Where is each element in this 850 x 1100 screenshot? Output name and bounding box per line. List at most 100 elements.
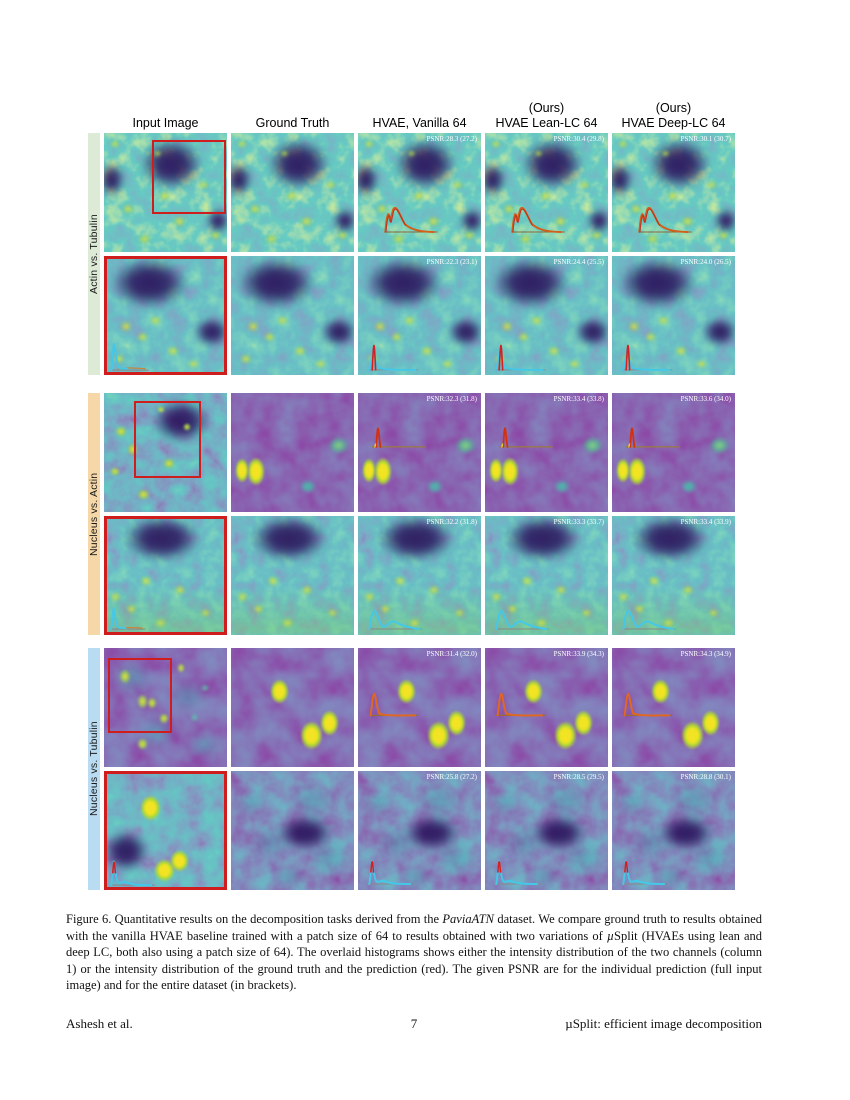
page-footer: Ashesh et al. 7 µSplit: efficient image … bbox=[66, 1016, 762, 1034]
psnr-label: PSNR:33.4 (33.9) bbox=[680, 518, 731, 526]
microscopy-image bbox=[612, 648, 735, 767]
column-header-deep-lc: (Ours) HVAE Deep-LC 64 bbox=[610, 94, 737, 130]
psnr-label: PSNR:32.3 (31.8) bbox=[426, 395, 477, 403]
psnr-label: PSNR:33.4 (33.8) bbox=[553, 395, 604, 403]
panel-deep-lc: PSNR:33.6 (34.0) bbox=[612, 393, 735, 512]
panel-ground-truth bbox=[231, 648, 354, 767]
panel-deep-lc: PSNR:30.1 (30.7) bbox=[612, 133, 735, 252]
panel-ground-truth bbox=[231, 256, 354, 375]
microscopy-image bbox=[358, 393, 481, 512]
histogram-overlay bbox=[367, 852, 422, 885]
psnr-label: PSNR:33.9 (34.3) bbox=[553, 650, 604, 658]
footer-running-title: µSplit: efficient image decomposition bbox=[565, 1016, 762, 1031]
histogram-overlay bbox=[494, 688, 554, 717]
microscopy-image bbox=[231, 393, 354, 512]
panel-vanilla: PSNR:22.3 (23.1) bbox=[358, 256, 481, 375]
panel-lean-lc: PSNR:33.3 (33.7) bbox=[485, 516, 608, 635]
panel-ground-truth bbox=[231, 771, 354, 890]
panel-vanilla: PSNR:31.4 (32.0) bbox=[358, 648, 481, 767]
row-group-band: Actin vs. Tubulin bbox=[88, 133, 100, 375]
column-header-input: Input Image bbox=[102, 94, 229, 130]
microscopy-image bbox=[231, 771, 354, 890]
psnr-label: PSNR:24.0 (26.5) bbox=[680, 258, 731, 266]
psnr-label: PSNR:34.3 (34.9) bbox=[680, 650, 731, 658]
histogram-overlay bbox=[621, 339, 679, 371]
column-header-label: Ground Truth bbox=[255, 115, 330, 130]
psnr-label: PSNR:32.2 (31.8) bbox=[426, 518, 477, 526]
histogram-overlay bbox=[367, 597, 427, 630]
histogram-overlay bbox=[624, 425, 686, 449]
histogram-overlay bbox=[621, 852, 676, 885]
zoomed-crop-border bbox=[104, 256, 227, 375]
row-group-label: Actin vs. Tubulin bbox=[88, 214, 100, 294]
row-group-label: Nucleus vs. Actin bbox=[88, 472, 100, 556]
panel-lean-lc: PSNR:33.9 (34.3) bbox=[485, 648, 608, 767]
column-header-top: (Ours) bbox=[655, 101, 692, 115]
microscopy-image bbox=[485, 393, 608, 512]
panel-lean-lc: PSNR:33.4 (33.8) bbox=[485, 393, 608, 512]
microscopy-image bbox=[485, 133, 608, 252]
zoomed-crop-border bbox=[104, 516, 227, 635]
histogram-overlay bbox=[109, 604, 161, 630]
column-header-ground-truth: Ground Truth bbox=[229, 94, 356, 130]
microscopy-image bbox=[485, 648, 608, 767]
panel-vanilla: PSNR:32.3 (31.8) bbox=[358, 393, 481, 512]
caption-italic-text: PaviaATN bbox=[442, 912, 495, 926]
panel-deep-lc: PSNR:33.4 (33.9) bbox=[612, 516, 735, 635]
panel-deep-lc: PSNR:34.3 (34.9) bbox=[612, 648, 735, 767]
panel-ground-truth bbox=[231, 133, 354, 252]
panel-deep-lc: PSNR:24.0 (26.5) bbox=[612, 256, 735, 375]
zoom-region-box bbox=[107, 657, 172, 733]
zoom-region-box bbox=[133, 401, 202, 478]
panel-input bbox=[104, 771, 227, 890]
psnr-label: PSNR:28.8 (30.1) bbox=[680, 773, 731, 781]
histogram-overlay bbox=[497, 425, 559, 449]
panel-ground-truth bbox=[231, 393, 354, 512]
panel-input bbox=[104, 393, 227, 512]
column-header-vanilla: HVAE, Vanilla 64 bbox=[356, 94, 483, 130]
microscopy-image bbox=[231, 648, 354, 767]
footer-author: Ashesh et al. bbox=[66, 1016, 133, 1031]
column-header-lean-lc: (Ours) HVAE Lean-LC 64 bbox=[483, 94, 610, 130]
column-header-label: Input Image bbox=[132, 115, 199, 130]
zoomed-crop-border bbox=[104, 771, 227, 890]
psnr-label: PSNR:24.4 (25.5) bbox=[553, 258, 604, 266]
psnr-label: PSNR:33.3 (33.7) bbox=[553, 518, 604, 526]
panel-input bbox=[104, 516, 227, 635]
microscopy-image bbox=[612, 393, 735, 512]
panel-input bbox=[104, 648, 227, 767]
caption-italic-text: µ bbox=[606, 928, 615, 943]
microscopy-image bbox=[358, 133, 481, 252]
histogram-overlay bbox=[367, 339, 425, 371]
psnr-label: PSNR:28.3 (27.2) bbox=[426, 135, 477, 143]
histogram-overlay bbox=[494, 339, 552, 371]
row-group-label: Nucleus vs. Tubulin bbox=[88, 721, 100, 817]
panel-input bbox=[104, 256, 227, 375]
column-header-top: (Ours) bbox=[528, 101, 565, 115]
caption-text: dataset. We compare ground truth to resu… bbox=[66, 912, 763, 943]
caption-text: Split (HVAEs using lean and deep LC, bot… bbox=[66, 928, 762, 993]
panel-vanilla: PSNR:28.3 (27.2) bbox=[358, 133, 481, 252]
panel-lean-lc: PSNR:28.5 (29.5) bbox=[485, 771, 608, 890]
psnr-label: PSNR:31.4 (32.0) bbox=[426, 650, 477, 658]
histogram-overlay bbox=[367, 688, 427, 717]
panel-ground-truth bbox=[231, 516, 354, 635]
microscopy-image bbox=[231, 516, 354, 635]
histogram-overlay bbox=[383, 200, 442, 233]
histogram-overlay bbox=[494, 852, 549, 885]
panel-input bbox=[104, 133, 227, 252]
histogram-overlay bbox=[621, 688, 681, 717]
figure-caption: Figure 6. Quantitative results on the de… bbox=[66, 911, 762, 994]
microscopy-image bbox=[358, 648, 481, 767]
histogram-overlay bbox=[370, 425, 432, 449]
psnr-label: PSNR:25.8 (27.2) bbox=[426, 773, 477, 781]
psnr-label: PSNR:22.3 (23.1) bbox=[426, 258, 477, 266]
panel-deep-lc: PSNR:28.8 (30.1) bbox=[612, 771, 735, 890]
caption-text: Figure 6. Quantitative results on the de… bbox=[66, 912, 443, 926]
histogram-overlay bbox=[637, 200, 696, 233]
psnr-label: PSNR:33.6 (34.0) bbox=[680, 395, 731, 403]
panel-lean-lc: PSNR:24.4 (25.5) bbox=[485, 256, 608, 375]
microscopy-image bbox=[231, 133, 354, 252]
column-header-label: HVAE Deep-LC 64 bbox=[621, 115, 726, 130]
